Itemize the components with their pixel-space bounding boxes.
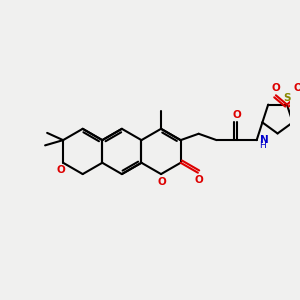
Text: N: N [260,135,268,145]
Text: O: O [194,175,203,185]
Text: S: S [283,93,291,103]
Text: O: O [232,110,241,119]
Text: H: H [260,141,266,150]
Text: O: O [294,83,300,93]
Text: O: O [272,83,280,93]
Text: O: O [57,165,65,175]
Text: O: O [157,177,166,187]
